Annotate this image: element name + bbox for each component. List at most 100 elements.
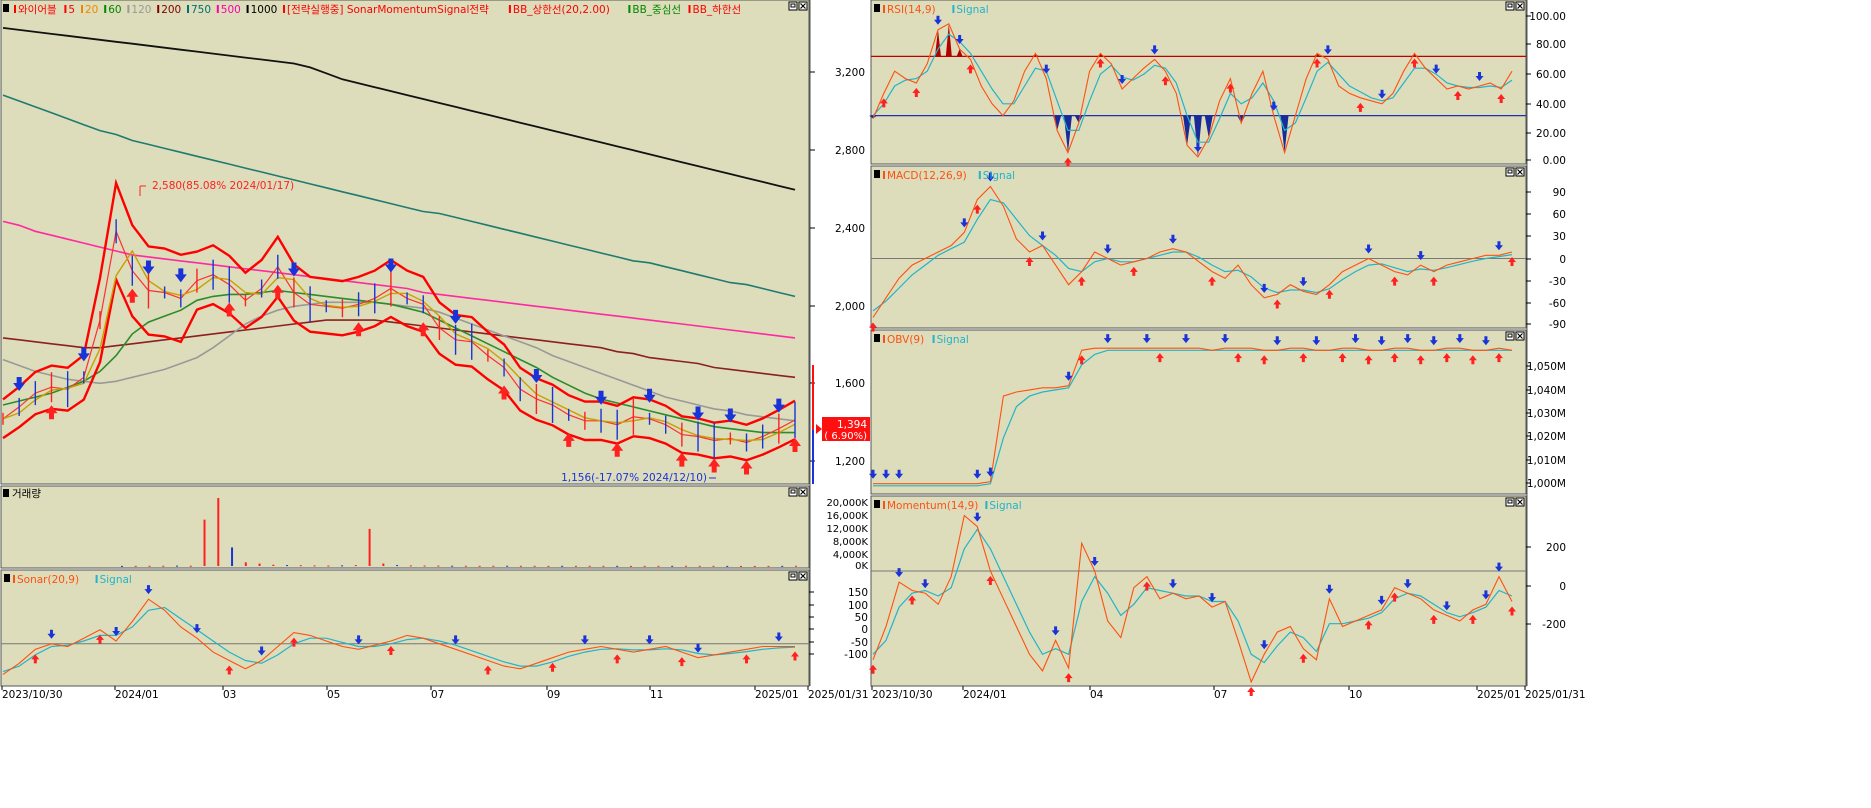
sell-arrow-icon xyxy=(1103,244,1112,254)
volume-axis-label: 4,000K xyxy=(833,550,869,561)
legend-item: BB_하한선 xyxy=(693,3,742,16)
sell-arrow-icon xyxy=(1193,143,1202,153)
sell-arrow-icon xyxy=(449,309,462,324)
legend-swatch xyxy=(187,5,189,13)
sell-arrow-icon xyxy=(1378,89,1387,99)
mom-close-icon[interactable] xyxy=(1515,497,1525,507)
sell-arrow-icon xyxy=(774,632,783,642)
restore-icon-box xyxy=(1505,1,1515,11)
obv-legend-item: OBV(9) xyxy=(887,334,924,346)
rsi-close-icon[interactable] xyxy=(1515,1,1525,11)
price-series-120 xyxy=(2,301,796,422)
sell-arrow-icon xyxy=(1168,579,1177,589)
rsi-signal-line xyxy=(872,33,1513,143)
close-icon-x xyxy=(1517,3,1523,9)
sonar-restore-icon[interactable] xyxy=(788,571,798,581)
current-price-pointer-icon xyxy=(816,424,822,434)
vol-restore-icon[interactable] xyxy=(788,487,798,497)
legend-swatch xyxy=(978,171,981,179)
volume-axis-label: 16,000K xyxy=(826,511,868,522)
rsi-axis-label: 80.00 xyxy=(1536,39,1566,51)
legend-item: 200 xyxy=(161,4,181,16)
legend-item: 500 xyxy=(221,4,241,16)
sell-arrow-icon xyxy=(1260,283,1269,293)
obv-axis-label: 1,030M xyxy=(1527,408,1566,420)
legend-marker-icon xyxy=(3,4,9,12)
volume-bar xyxy=(189,565,192,567)
legend-swatch xyxy=(13,575,15,583)
buy-arrow-icon xyxy=(1494,353,1503,363)
mom-restore-icon[interactable] xyxy=(1505,497,1515,507)
price-axis-label: 2,800 xyxy=(835,145,865,157)
sell-arrow-icon xyxy=(1299,277,1308,287)
macd-close-icon[interactable] xyxy=(1515,167,1525,177)
close-icon-x xyxy=(1517,333,1523,339)
sell-arrow-icon xyxy=(1494,241,1503,251)
sonar-axis-label: 100 xyxy=(848,600,868,612)
sell-arrow-icon xyxy=(1142,334,1151,344)
volume-bar xyxy=(437,565,440,567)
legend-item: 20 xyxy=(85,4,98,16)
left-date-label: 11 xyxy=(650,689,663,701)
sonar-close-icon[interactable] xyxy=(798,571,808,581)
volume-bar xyxy=(121,565,123,567)
volume-bar xyxy=(643,565,646,567)
mom-axis-label: -200 xyxy=(1542,619,1566,631)
price-axis-label: 3,200 xyxy=(835,67,865,79)
sell-arrow-icon xyxy=(921,579,930,589)
rsi-restore-icon[interactable] xyxy=(1505,1,1515,11)
sell-arrow-icon xyxy=(1364,244,1373,254)
right-date-label: 2023/10/30 xyxy=(872,689,933,701)
left-date-label: 2025/01 xyxy=(755,689,799,701)
volume-title: 거래량 xyxy=(12,488,41,500)
obv-axis-label: 1,010M xyxy=(1527,455,1566,467)
buy-arrow-icon xyxy=(126,288,139,303)
macd-axis-label: 0 xyxy=(1559,254,1566,266)
buy-arrow-icon xyxy=(966,64,975,74)
macd-axis-label: -90 xyxy=(1549,319,1566,331)
volume-bar xyxy=(616,565,619,567)
vol-close-icon[interactable] xyxy=(798,487,808,497)
current-price: 1,394 xyxy=(837,419,867,431)
sell-arrow-icon xyxy=(1377,336,1386,346)
legend-swatch xyxy=(216,5,219,13)
sell-arrow-icon xyxy=(174,268,187,283)
sell-arrow-icon xyxy=(1042,64,1051,74)
macd-restore-icon[interactable] xyxy=(1505,167,1515,177)
rsi-axis-label: 60.00 xyxy=(1536,69,1566,81)
buy-arrow-icon xyxy=(1429,276,1438,286)
left-date-label: 2023/10/30 xyxy=(2,689,63,701)
macd-axis-label: 90 xyxy=(1553,187,1566,199)
sell-arrow-icon xyxy=(1168,234,1177,244)
volume-bar xyxy=(561,565,564,567)
buy-arrow-icon xyxy=(31,654,40,664)
legend-item: [전략실행중] SonarMomentumSignal전략 xyxy=(287,4,489,16)
restore-icon-inner xyxy=(1507,333,1513,338)
sell-arrow-icon xyxy=(1181,334,1190,344)
price-axis-label: 1,200 xyxy=(835,456,865,468)
buy-arrow-icon xyxy=(1064,673,1073,683)
price-close-icon[interactable] xyxy=(798,1,808,11)
sell-arrow-icon xyxy=(1429,336,1438,346)
buy-arrow-icon xyxy=(1208,276,1217,286)
obv-restore-icon[interactable] xyxy=(1505,331,1515,341)
buy-arrow-icon xyxy=(1161,76,1170,86)
buy-arrow-icon xyxy=(1155,353,1164,363)
volume-bar xyxy=(574,565,577,567)
sell-arrow-icon xyxy=(257,646,266,656)
volume-bar xyxy=(148,565,151,567)
volume-bar xyxy=(217,498,220,566)
obv-close-icon[interactable] xyxy=(1515,331,1525,341)
mom-legend-item: Momentum(14,9) xyxy=(887,500,978,512)
sell-arrow-icon xyxy=(1312,336,1321,346)
price-restore-icon[interactable] xyxy=(788,1,798,11)
legend-swatch xyxy=(64,5,67,13)
obv-legend-marker-icon xyxy=(874,334,880,342)
buy-arrow-icon xyxy=(1096,58,1105,68)
sell-arrow-icon xyxy=(1090,557,1099,567)
macd-axis-label: -60 xyxy=(1549,298,1566,310)
sell-arrow-icon xyxy=(973,512,982,522)
sell-arrow-icon xyxy=(1323,45,1332,55)
volume-bar xyxy=(739,565,742,567)
